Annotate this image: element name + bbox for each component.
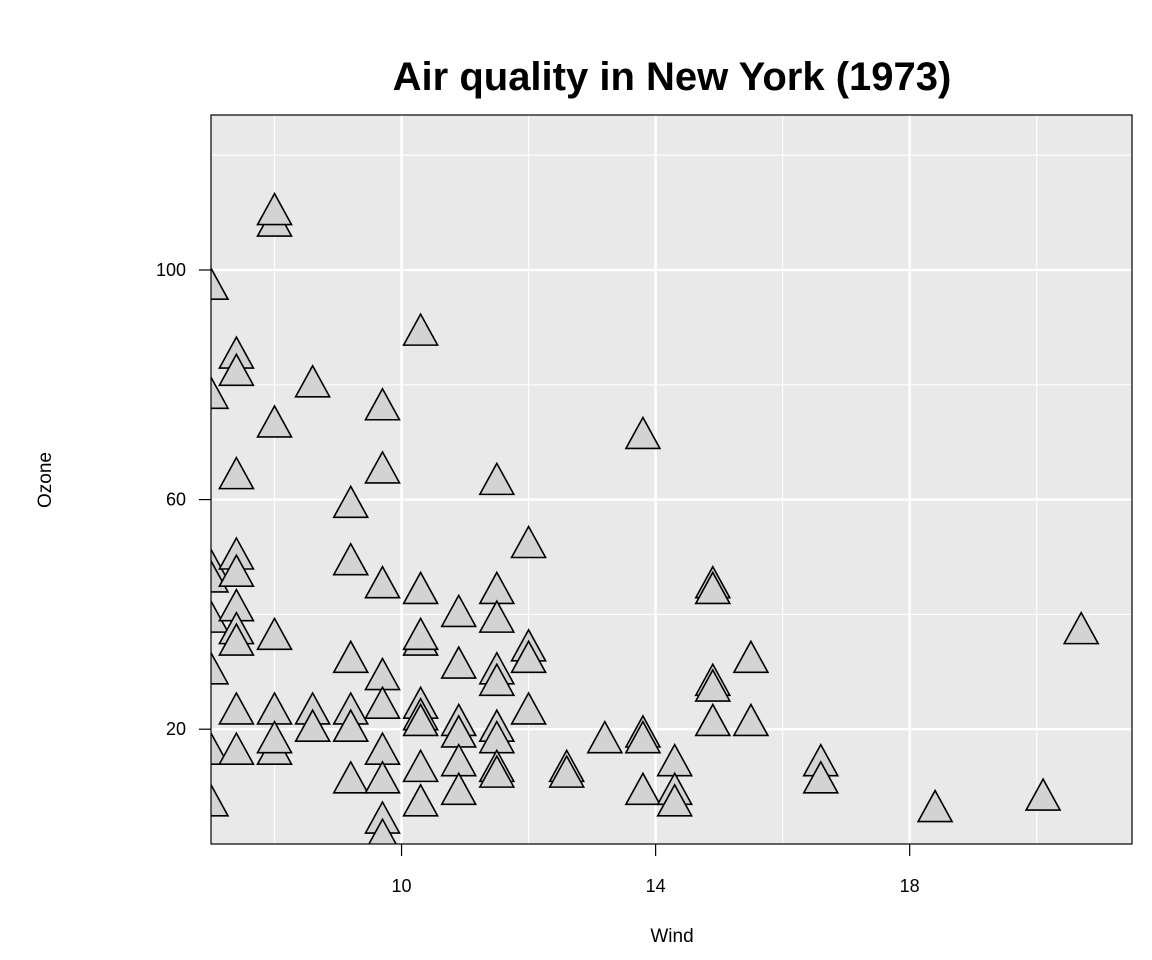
data-point-triangle (478, 599, 516, 633)
data-point-triangle (256, 404, 293, 438)
data-point-triangle (218, 553, 255, 588)
data-point-triangle (211, 375, 230, 410)
data-point-triangle (510, 639, 547, 674)
data-point-triangle (211, 783, 230, 817)
data-point-triangle (732, 639, 770, 674)
data-point-triangle (624, 415, 662, 450)
data-point-triangle (478, 662, 516, 697)
data-point-triangle (332, 542, 370, 576)
data-point-triangle (478, 461, 516, 496)
x-tick-label: 14 (646, 876, 666, 896)
plot-border (210, 114, 1133, 845)
data-point-triangle (332, 639, 370, 674)
data-point-triangle (211, 266, 230, 301)
data-point-triangle (364, 685, 401, 720)
data-point-triangle (440, 771, 478, 806)
data-point-triangle (440, 645, 478, 679)
y-tick-label: 60 (166, 490, 186, 510)
data-point-triangle (440, 593, 478, 628)
data-point-triangle (694, 702, 732, 737)
data-point-triangle (256, 720, 293, 754)
data-point-triangle (211, 651, 230, 685)
data-point-triangle (802, 760, 840, 794)
y-tick-label: 20 (166, 719, 186, 739)
data-point-triangle (218, 622, 255, 656)
data-point-triangle (624, 771, 662, 806)
data-point-triangle (402, 570, 439, 605)
data-point-triangle (402, 748, 439, 783)
data-point-triangle (364, 760, 401, 794)
data-point-triangle (624, 720, 662, 754)
data-points (211, 191, 1100, 844)
data-point-triangle (1062, 610, 1100, 645)
data-point-triangle (368, 817, 397, 844)
data-point-triangle (332, 760, 370, 794)
data-point-triangle (1024, 777, 1062, 811)
y-tick-label: 100 (156, 260, 186, 280)
data-point-triangle (256, 616, 293, 651)
data-point-triangle (332, 484, 370, 519)
data-point-triangle (294, 364, 331, 398)
data-point-triangle (732, 702, 770, 737)
data-point-triangle (402, 783, 439, 817)
data-point-triangle (656, 783, 694, 817)
data-point-triangle (548, 754, 586, 788)
data-point-triangle (364, 450, 401, 484)
data-point-triangle (694, 570, 732, 605)
data-point-triangle (211, 599, 230, 633)
data-point-triangle (586, 720, 624, 754)
data-point-triangle (332, 708, 370, 742)
data-point-triangle (510, 524, 547, 559)
y-axis-label: Ozone (35, 452, 56, 508)
data-point-triangle (218, 352, 255, 387)
x-tick-label: 10 (392, 876, 412, 896)
data-point-triangle (694, 668, 732, 702)
plot-area (211, 191, 1100, 844)
data-point-triangle (916, 788, 954, 823)
data-point-triangle (510, 691, 547, 725)
data-point-triangle (256, 191, 293, 226)
data-point-triangle (478, 754, 516, 788)
data-point-triangle (402, 312, 439, 346)
x-tick-label: 18 (900, 876, 920, 896)
axis-ticks: 10 14 18 20 60 100 (156, 260, 920, 896)
data-point-triangle (402, 702, 439, 737)
data-point-triangle (218, 731, 255, 765)
data-point-triangle (294, 708, 331, 742)
chart-title: Air quality in New York (1973) (393, 55, 952, 99)
data-point-triangle (402, 616, 439, 651)
data-point-triangle (364, 387, 401, 421)
x-axis-label: Wind (650, 926, 693, 947)
data-point-triangle (218, 455, 255, 490)
data-point-triangle (364, 565, 401, 599)
data-point-triangle (218, 691, 255, 725)
